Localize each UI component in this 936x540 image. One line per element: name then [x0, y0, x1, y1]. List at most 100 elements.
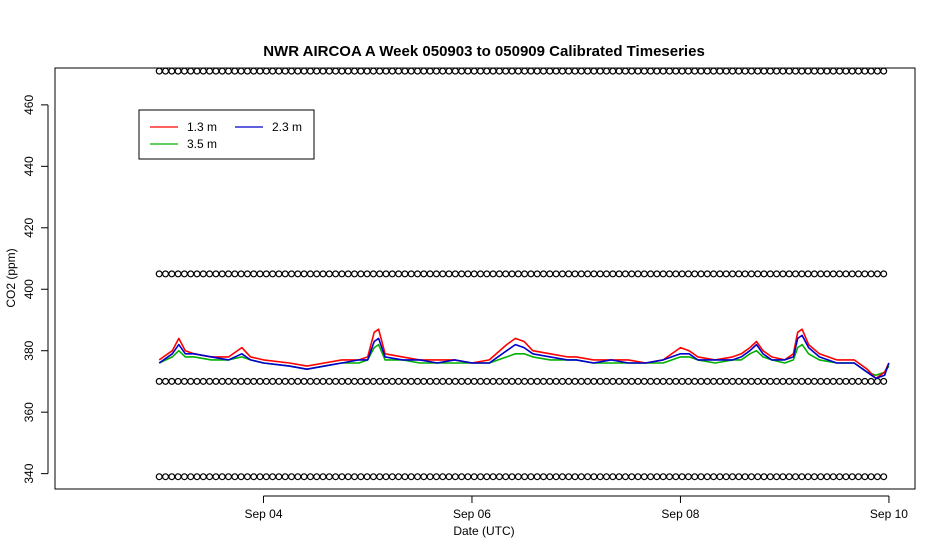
marker-point	[665, 473, 673, 481]
marker-point	[785, 270, 793, 278]
marker-point	[710, 67, 718, 75]
marker-point	[300, 67, 308, 75]
marker-point	[760, 377, 768, 385]
marker-point	[231, 473, 239, 481]
marker-point	[275, 270, 283, 278]
marker-point	[533, 67, 541, 75]
marker-point	[420, 377, 428, 385]
marker-point	[218, 67, 226, 75]
marker-point	[728, 473, 736, 481]
marker-point	[747, 270, 755, 278]
marker-point	[155, 67, 163, 75]
marker-point	[275, 377, 283, 385]
marker-point	[294, 377, 302, 385]
marker-point	[262, 270, 270, 278]
marker-point	[754, 473, 762, 481]
marker-point	[684, 473, 692, 481]
marker-point	[187, 473, 195, 481]
marker-point	[363, 377, 371, 385]
marker-point	[735, 67, 743, 75]
marker-point	[836, 473, 844, 481]
marker-point	[539, 67, 547, 75]
marker-point	[256, 377, 264, 385]
marker-point	[584, 473, 592, 481]
marker-point	[684, 270, 692, 278]
marker-point	[558, 67, 566, 75]
marker-point	[659, 67, 667, 75]
marker-point	[464, 377, 472, 385]
marker-point	[697, 473, 705, 481]
marker-point	[483, 67, 491, 75]
marker-point	[823, 67, 831, 75]
marker-point	[571, 67, 579, 75]
marker-point	[716, 473, 724, 481]
marker-point	[168, 377, 176, 385]
marker-point	[754, 377, 762, 385]
marker-row	[155, 473, 888, 481]
marker-point	[382, 473, 390, 481]
marker-point	[243, 473, 251, 481]
marker-point	[426, 473, 434, 481]
marker-point	[867, 377, 875, 385]
marker-point	[861, 377, 869, 385]
marker-point	[338, 67, 346, 75]
marker-point	[552, 377, 560, 385]
marker-point	[483, 270, 491, 278]
marker-point	[489, 67, 497, 75]
marker-point	[269, 270, 277, 278]
marker-point	[451, 67, 459, 75]
marker-point	[747, 473, 755, 481]
marker-point	[262, 67, 270, 75]
marker-point	[168, 67, 176, 75]
marker-point	[647, 377, 655, 385]
marker-point	[477, 377, 485, 385]
marker-point	[804, 473, 812, 481]
x-tick-label: Sep 04	[244, 507, 282, 521]
marker-point	[804, 270, 812, 278]
marker-point	[407, 377, 415, 385]
marker-point	[237, 377, 245, 385]
marker-point	[798, 270, 806, 278]
chart-title: NWR AIRCOA A Week 050903 to 050909 Calib…	[263, 43, 705, 60]
marker-point	[495, 270, 503, 278]
marker-point	[628, 473, 636, 481]
marker-point	[817, 67, 825, 75]
marker-point	[256, 473, 264, 481]
marker-point	[823, 270, 831, 278]
marker-point	[691, 473, 699, 481]
marker-point	[432, 270, 440, 278]
marker-point	[810, 473, 818, 481]
marker-point	[206, 270, 214, 278]
marker-point	[880, 270, 888, 278]
marker-point	[231, 67, 239, 75]
marker-point	[212, 270, 220, 278]
marker-point	[351, 67, 359, 75]
marker-point	[376, 377, 384, 385]
marker-point	[571, 377, 579, 385]
marker-point	[514, 270, 522, 278]
marker-point	[344, 473, 352, 481]
marker-point	[672, 377, 680, 385]
marker-point	[174, 473, 182, 481]
marker-point	[382, 377, 390, 385]
marker-point	[351, 270, 359, 278]
y-tick-label: 360	[22, 402, 36, 422]
marker-point	[180, 473, 188, 481]
marker-point	[180, 377, 188, 385]
marker-point	[206, 377, 214, 385]
marker-point	[823, 473, 831, 481]
marker-point	[710, 270, 718, 278]
series-layer	[158, 328, 890, 380]
marker-point	[319, 270, 327, 278]
marker-point	[817, 377, 825, 385]
marker-point	[294, 473, 302, 481]
marker-point	[313, 270, 321, 278]
marker-point	[357, 270, 365, 278]
marker-point	[760, 67, 768, 75]
marker-point	[697, 270, 705, 278]
marker-point	[351, 473, 359, 481]
y-tick-label: 380	[22, 340, 36, 360]
marker-point	[445, 67, 453, 75]
marker-point	[779, 67, 787, 75]
marker-point	[590, 67, 598, 75]
